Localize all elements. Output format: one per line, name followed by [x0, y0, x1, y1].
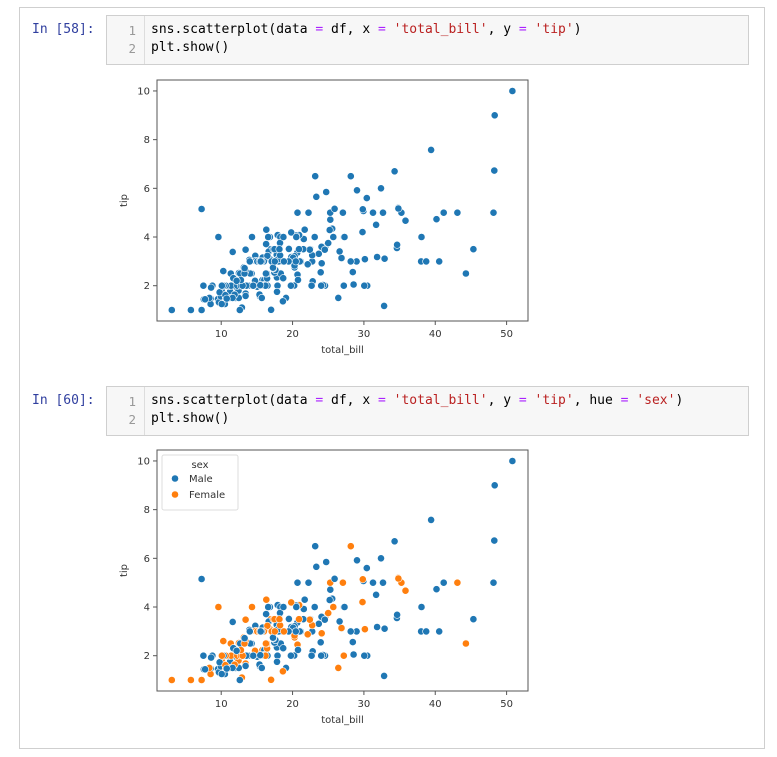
cell-prompt-58: In [58]:: [32, 22, 95, 37]
cell-prompt-60: In [60]:: [32, 393, 95, 408]
line-number: 2: [128, 41, 136, 56]
x-axis-label: total_bill: [321, 345, 364, 356]
y-tick-label: 6: [144, 184, 150, 195]
code-cell-1[interactable]: 1 2 sns.scatterplot(data = df, x = 'tota…: [106, 15, 749, 65]
y-tick-label: 4: [144, 233, 150, 244]
code-line[interactable]: plt.show(): [151, 40, 230, 55]
y-tick-label: 2: [144, 281, 150, 292]
axes-frame: [156, 79, 529, 322]
y-tick-label: 8: [144, 505, 150, 516]
y-axis-label: tip: [119, 194, 130, 207]
line-number-gutter: 1 2: [107, 16, 145, 64]
x-tick-label: 30: [358, 699, 371, 710]
line-number: 1: [128, 394, 136, 409]
legend-title: sex: [191, 460, 208, 471]
x-tick-label: 40: [429, 329, 442, 340]
y-tick-label: 6: [144, 554, 150, 565]
y-tick-label: 10: [137, 456, 150, 467]
legend-marker-icon: [171, 490, 179, 499]
y-tick-label: 4: [144, 603, 150, 614]
y-tick-label: 10: [137, 86, 150, 97]
line-number: 2: [128, 412, 136, 427]
legend-entry-label: Female: [189, 490, 225, 501]
y-tick-label: 2: [144, 651, 150, 662]
scatter-plot-tip-vs-total-bill: 10 20 30 40 50 2 4 6 8 10 total_bill tip: [119, 79, 529, 356]
x-axis-label: total_bill: [321, 715, 364, 726]
legend-entry-label: Male: [189, 474, 213, 485]
legend-marker-icon: [171, 474, 179, 483]
x-tick-label: 40: [429, 699, 442, 710]
x-tick-label: 20: [286, 329, 299, 340]
code-cell-2[interactable]: 1 2 sns.scatterplot(data = df, x = 'tota…: [106, 386, 749, 436]
x-tick-label: 50: [500, 329, 513, 340]
scatter-points: [167, 87, 517, 314]
x-tick-label: 30: [358, 329, 371, 340]
code-line[interactable]: sns.scatterplot(data = df, x = 'total_bi…: [151, 22, 582, 37]
y-axis-label: tip: [119, 564, 130, 577]
line-number-gutter: 1 2: [107, 387, 145, 435]
y-tick-label: 8: [144, 135, 150, 146]
line-number: 1: [128, 23, 136, 38]
scatter-points: [167, 457, 517, 684]
x-tick-label: 10: [215, 329, 228, 340]
legend: sex Male Female: [161, 454, 239, 511]
x-tick-label: 20: [286, 699, 299, 710]
x-tick-label: 10: [215, 699, 228, 710]
x-tick-label: 50: [500, 699, 513, 710]
code-line[interactable]: plt.show(): [151, 411, 230, 426]
code-line[interactable]: sns.scatterplot(data = df, x = 'total_bi…: [151, 393, 684, 408]
scatter-plot-tip-vs-total-bill-by-sex: 10 20 30 40 50 2 4 6 8 10 total_bill tip sex Male Fema…: [119, 449, 529, 726]
